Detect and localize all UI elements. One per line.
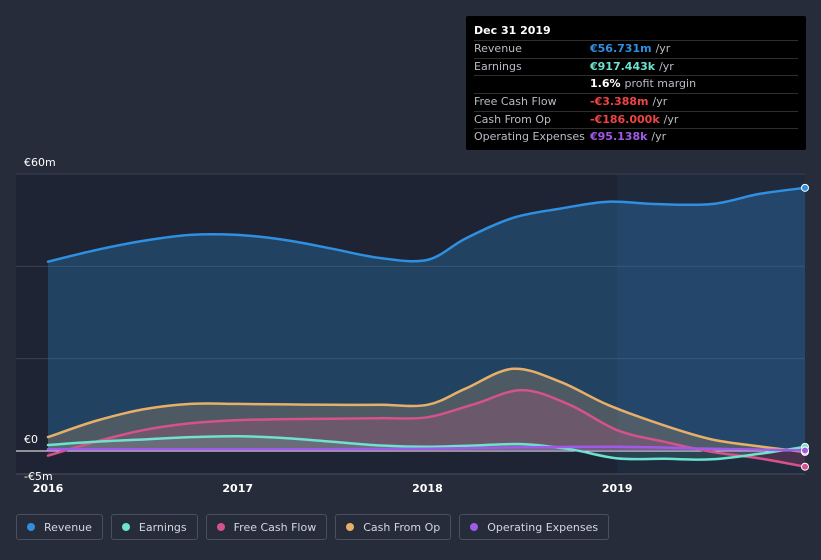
legend-item-free-cash-flow[interactable]: Free Cash Flow [205, 514, 328, 540]
series-endpoint-fcf [801, 462, 809, 471]
tooltip-label: Earnings [474, 59, 522, 73]
x-axis-tick-label: 2016 [33, 482, 64, 495]
tooltip-row-fcf: Free Cash Flow -€3.388m /yr [474, 94, 798, 112]
x-axis-tick-label: 2017 [222, 482, 253, 495]
chart-area: €60m €0 -€5m 2016 2017 2018 2019 [16, 156, 809, 495]
tooltip-label: Cash From Op [474, 112, 552, 126]
tooltip-value: 1.6% [590, 77, 621, 91]
legend-dot-icon [27, 523, 35, 531]
tooltip-label: Operating Expenses [474, 130, 585, 144]
series-line-earnings [46, 434, 807, 461]
legend-item-revenue[interactable]: Revenue [16, 514, 103, 540]
legend-dot-icon [121, 523, 130, 531]
tooltip-value: -€3.388m [590, 95, 649, 109]
legend-item-operating-expenses[interactable]: Operating Expenses [459, 514, 610, 540]
series-line-cfo [46, 367, 807, 454]
tooltip-row-cfo: Cash From Op -€186.000k /yr [474, 112, 798, 130]
y-axis-label: -€5m [24, 470, 53, 483]
legend: Revenue Earnings Free Cash Flow Cash Fro… [16, 514, 610, 542]
legend-dot-icon [216, 523, 225, 531]
legend-label: Cash From Op [363, 520, 441, 534]
tooltip-label: Revenue [474, 42, 522, 55]
tooltip-label [474, 76, 590, 93]
x-axis-tick-label: 2018 [412, 482, 443, 495]
tooltip: Dec 31 2019 Revenue €56.731m /yr Earning… [466, 16, 806, 150]
tooltip-unit: /yr [652, 95, 668, 109]
tooltip-value: €95.138k [590, 130, 648, 144]
legend-label: Free Cash Flow [233, 520, 317, 534]
tooltip-value: €56.731m [590, 42, 652, 55]
legend-item-earnings[interactable]: Earnings [110, 514, 198, 540]
series-endpoint-opex [801, 446, 809, 455]
tooltip-value: €917.443k [590, 59, 656, 73]
legend-dot-icon [470, 523, 479, 531]
series-line-opex [46, 445, 807, 452]
series-endpoint-revenue [801, 183, 809, 192]
series-line-fcf [46, 388, 807, 468]
tooltip-unit: /yr [651, 130, 667, 144]
legend-label: Operating Expenses [487, 520, 599, 534]
series-area-cfo [48, 368, 805, 452]
tooltip-row-opex: Operating Expenses €95.138k /yr [474, 129, 798, 146]
legend-label: Earnings [138, 520, 187, 534]
y-axis-label: €60m [24, 156, 56, 169]
tooltip-unit: /yr [663, 112, 679, 126]
legend-label: Revenue [44, 520, 92, 534]
tooltip-value: -€186.000k [590, 112, 660, 126]
series-line-revenue [46, 186, 807, 263]
tooltip-unit: profit margin [624, 77, 697, 91]
legend-dot-icon [346, 523, 355, 531]
series-area-revenue [48, 187, 805, 451]
tooltip-unit: /yr [659, 59, 674, 73]
tooltip-label: Free Cash Flow [474, 95, 557, 109]
legend-item-cash-from-op[interactable]: Cash From Op [335, 514, 452, 540]
tooltip-row-profit-margin: 1.6% profit margin [474, 76, 798, 95]
tooltip-date: Dec 31 2019 [474, 22, 798, 41]
highlight-region [617, 174, 805, 474]
tooltip-row-earnings: Earnings €917.443k /yr [474, 59, 798, 77]
y-axis-label: €0 [24, 433, 38, 446]
x-axis-tick-label: 2019 [602, 482, 633, 495]
tooltip-unit: /yr [655, 42, 671, 55]
tooltip-row-revenue: Revenue €56.731m /yr [474, 41, 798, 59]
